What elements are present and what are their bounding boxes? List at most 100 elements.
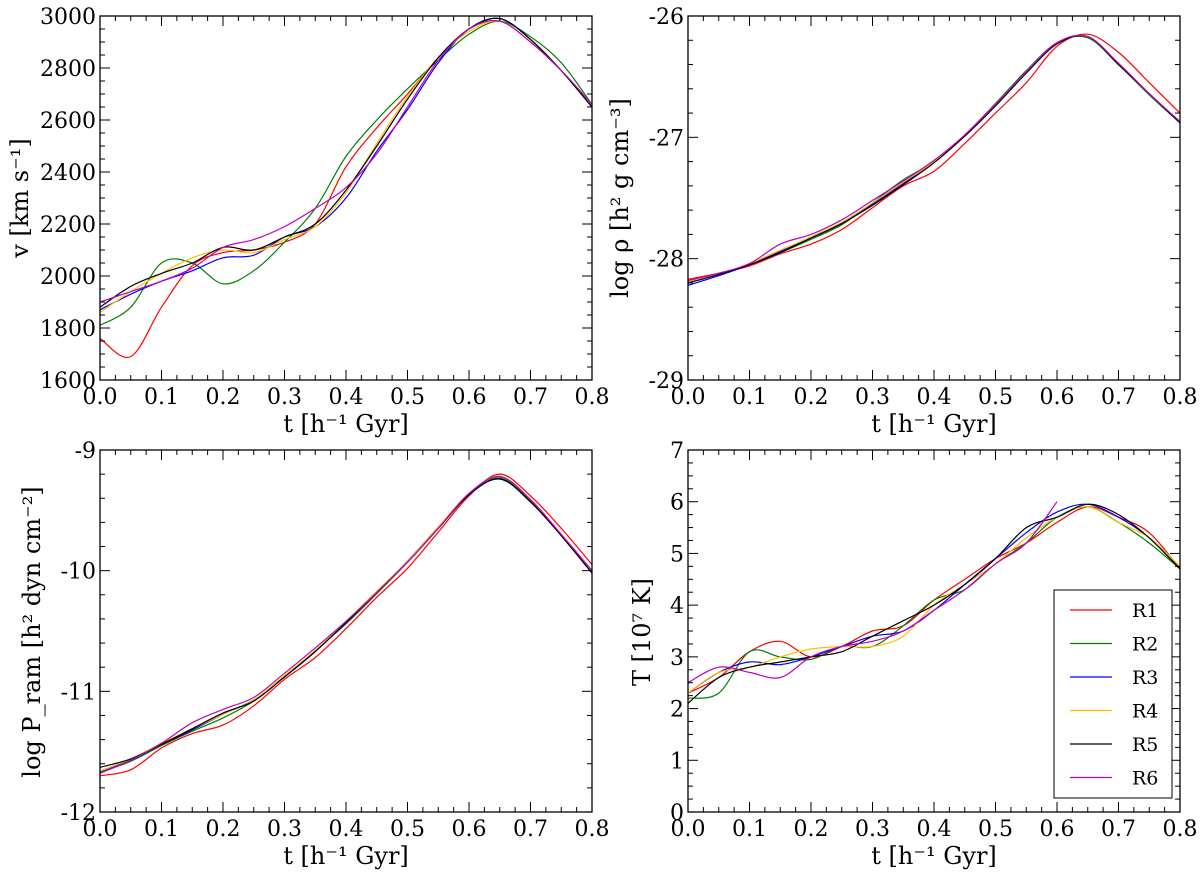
y-tick-label: 2400 — [40, 161, 96, 186]
y-tick-label: 5 — [670, 542, 684, 567]
y-tick-label: -29 — [649, 369, 684, 394]
x-tick-label: 0.3 — [855, 817, 890, 842]
x-tick-label: 0.5 — [390, 385, 425, 410]
legend-label-r2: R2 — [1132, 634, 1158, 656]
y-tick-label: 2 — [670, 698, 684, 723]
x-tick-label: 0.6 — [1040, 817, 1075, 842]
x-tick-label: 0.3 — [267, 385, 302, 410]
series-line-r5 — [688, 503, 1180, 704]
legend-label-r1: R1 — [1132, 600, 1158, 622]
x-tick-label: 0.4 — [329, 817, 364, 842]
plot-frame — [99, 449, 593, 813]
y-tick-label: 7 — [670, 439, 684, 464]
x-tick-label: 0.4 — [917, 817, 952, 842]
y-tick-label: 0 — [670, 801, 684, 826]
panel-density: 0.0 0.1 0.2 0.3 0.4 0.5 0.6 0.7 0.8 -29 -28 -27 -26 t… — [606, 5, 1198, 438]
y-tick-label: 2000 — [40, 265, 96, 290]
panel-velocity: 0.0 0.1 0.2 0.3 0.4 0.5 0.6 0.7 0.8 1600 1800 2000 2… — [6, 5, 610, 438]
x-tick-label: 0.0 — [83, 817, 118, 842]
x-tick-label: 0.7 — [1101, 817, 1136, 842]
y-tick-label: -12 — [61, 801, 96, 826]
x-tick-label: 0.7 — [513, 385, 548, 410]
y-tick-label: 2600 — [40, 109, 96, 134]
x-axis-label: t [h⁻¹ Gyr] — [871, 410, 997, 438]
series-line-r5 — [688, 34, 1180, 284]
series-group — [100, 473, 592, 777]
x-tick-label: 0.2 — [206, 385, 241, 410]
plot-frame — [687, 15, 1181, 381]
x-tick-label: 0.0 — [671, 385, 706, 410]
series-group — [688, 33, 1180, 286]
x-tick-label: 0.3 — [267, 817, 302, 842]
y-tick-label: 2800 — [40, 57, 96, 82]
y-tick-label: 3000 — [40, 5, 96, 30]
x-tick-label: 0.6 — [452, 385, 487, 410]
series-line-r2 — [100, 477, 592, 773]
series-line-r5 — [100, 478, 592, 768]
legend-box — [1053, 589, 1173, 799]
y-tick-label: -26 — [649, 5, 684, 30]
series-group — [688, 501, 1180, 704]
series-line-r1 — [100, 473, 592, 777]
y-axis-label: T [10⁷ K] — [628, 578, 656, 686]
x-tick-label: 0.3 — [855, 385, 890, 410]
legend-label-r5: R5 — [1132, 734, 1158, 756]
x-tick-label: 0.0 — [671, 817, 706, 842]
legend-label-r3: R3 — [1132, 667, 1158, 689]
y-tick-label: -10 — [61, 560, 96, 585]
series-line-r2 — [100, 20, 592, 326]
x-tick-label: 0.8 — [1163, 385, 1198, 410]
x-tick-label: 0.1 — [144, 817, 179, 842]
series-line-r6 — [688, 34, 1180, 282]
y-tick-label: 3 — [670, 646, 684, 671]
legend-label-r6: R6 — [1132, 768, 1158, 790]
y-tick-label: -9 — [75, 439, 96, 464]
series-line-r3 — [100, 478, 592, 772]
series-line-r6 — [100, 19, 592, 303]
x-tick-label: 0.8 — [575, 817, 610, 842]
x-tick-label: 0.5 — [390, 817, 425, 842]
x-tick-label: 0.2 — [206, 817, 241, 842]
x-tick-label: 0.7 — [1101, 385, 1136, 410]
panel-ram-pressure: 0.0 0.1 0.2 0.3 0.4 0.5 0.6 0.7 0.8 -12 -11 -10 -9 t … — [18, 439, 610, 870]
series-line-r5 — [100, 17, 592, 308]
x-tick-label: 0.8 — [575, 385, 610, 410]
x-tick-label: 0.1 — [144, 385, 179, 410]
x-tick-label: 0.8 — [1163, 817, 1198, 842]
x-tick-label: 0.1 — [732, 385, 767, 410]
series-line-r2 — [688, 35, 1180, 284]
panel-temperature: 0.0 0.1 0.2 0.3 0.4 0.5 0.6 0.7 0.8 0 1 2 3 4 5 6 7 t [h⁻… — [628, 439, 1198, 870]
x-tick-label: 0.7 — [513, 817, 548, 842]
y-axis-label: log P_ram [h² dyn cm⁻²] — [18, 486, 46, 777]
series-group — [100, 17, 592, 359]
x-tick-label: 0.2 — [794, 385, 829, 410]
x-tick-label: 0.0 — [83, 385, 118, 410]
y-tick-label: -11 — [61, 680, 96, 705]
y-tick-label: 1 — [670, 749, 684, 774]
y-tick-label: 1600 — [40, 369, 96, 394]
series-line-r1 — [100, 20, 592, 359]
x-axis-label: t [h⁻¹ Gyr] — [283, 410, 409, 438]
y-axis-label: log ρ [h² g cm⁻³] — [606, 98, 634, 298]
x-axis-label: t [h⁻¹ Gyr] — [283, 842, 409, 870]
x-tick-label: 0.2 — [794, 817, 829, 842]
x-tick-label: 0.6 — [452, 817, 487, 842]
series-line-r6 — [688, 501, 1058, 684]
x-tick-label: 0.6 — [1040, 385, 1075, 410]
y-tick-label: 6 — [670, 491, 684, 516]
series-line-r6 — [100, 475, 592, 774]
y-tick-label: 2200 — [40, 213, 96, 238]
x-tick-label: 0.4 — [917, 385, 952, 410]
y-tick-label: -28 — [649, 248, 684, 273]
series-line-r1 — [688, 33, 1180, 280]
x-tick-label: 0.4 — [329, 385, 364, 410]
y-axis-label: v [km s⁻¹] — [6, 138, 34, 258]
legend-label-r4: R4 — [1132, 701, 1158, 723]
series-line-r4 — [688, 34, 1180, 283]
y-tick-label: 1800 — [40, 317, 96, 342]
x-tick-label: 0.1 — [732, 817, 767, 842]
x-axis-label: t [h⁻¹ Gyr] — [871, 842, 997, 870]
x-tick-label: 0.5 — [978, 817, 1013, 842]
y-tick-label: 4 — [670, 594, 684, 619]
